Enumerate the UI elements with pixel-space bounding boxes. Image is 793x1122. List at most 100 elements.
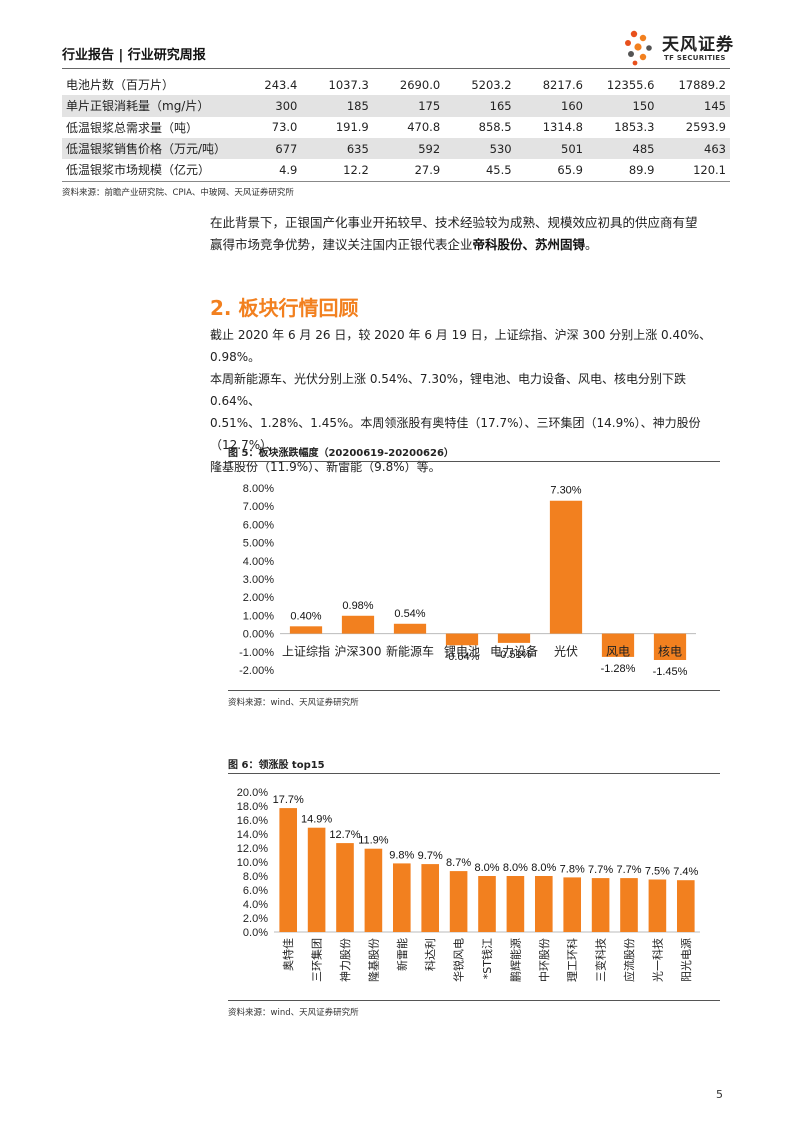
category-label: 神力股份 [338,938,352,982]
category-label: 锂电池 [444,644,480,659]
category-label: 光一科技 [650,938,664,982]
data-label: 0.54% [394,608,425,620]
market-review-line-4: 隆基股份（11.9%）、新雷能（9.8%）等。 [210,460,441,474]
bar [549,500,583,634]
category-label: 光伏 [554,645,578,659]
bar [478,876,496,932]
fig6-title: 图 6：领涨股 top15 [228,760,325,771]
table-source-note: 资料来源：前瞻产业研究院、CPIA、中玻网、天风证券研究所 [62,188,294,198]
data-label: 8.0% [531,862,556,874]
data-label: 14.9% [301,814,332,826]
table-row: 低温银浆销售价格（万元/吨） 677 635 592 530 501 485 463 [62,137,730,160]
table-cell: 27.9 [414,162,441,177]
data-label: -1.45% [653,666,688,678]
category-label: 核电 [658,645,682,659]
bar [620,878,638,932]
category-label: 沪深300 [335,645,382,659]
logo-english-name: TF SECURITIES [664,54,726,62]
header-divider [62,68,730,69]
table-cell: 463 [658,137,730,160]
data-label: 8.0% [474,862,499,874]
table-cell: 89.9 [628,162,655,177]
fig6-source-note: 资料来源：wind、天风证券研究所 [228,1008,359,1018]
table-cell: 300 [230,95,302,117]
fig5-bottom-rule [228,690,720,691]
table-cell: 677 [230,137,302,160]
bar [497,633,531,643]
y-tick-label: 12.0% [237,843,268,855]
bar [653,633,687,660]
y-tick-label: 8.0% [243,871,268,883]
category-label: 鹏辉能源 [508,938,522,982]
category-label: 三变科技 [594,938,608,982]
data-label: 7.4% [673,866,698,878]
data-label: 7.7% [588,864,613,876]
fig5-title: 图 5：板块涨跌幅度（20200619-20200626） [228,448,454,459]
y-tick-label: 7.00% [243,501,274,513]
category-label: 奥特佳 [281,938,295,971]
y-tick-label: 1.00% [243,610,274,622]
category-label: 中环股份 [538,938,551,982]
table-cell: 160 [515,95,587,117]
category-label: 科达利 [423,938,437,971]
category-label: 新能源车 [386,644,434,659]
report-header-title: 行业报告 | 行业研究周报 [62,48,206,63]
tf-securities-logo-icon [625,30,652,66]
table-row-label: 低温银浆销售价格（万元/吨） [62,137,231,160]
fig6-bottom-rule [228,1000,720,1001]
conclusion-line-1: 在此背景下，正银国产化事业开拓较早、技术经验较为成熟、规模效应初具的供应商有望 [210,215,698,230]
y-tick-label: 10.0% [237,857,268,869]
y-tick-label: 18.0% [237,801,268,813]
table-cell: 1314.8 [542,120,583,135]
y-tick-label: 8.00% [243,483,274,495]
y-tick-label: -2.00% [239,665,274,677]
bar [289,626,323,634]
table-row: 低温银浆市场规模（亿元） 4.9 12.2 27.9 45.5 65.9 89.9 120.1 [62,159,730,180]
data-label: -0.64% [445,651,480,663]
bar [449,871,468,932]
table-cell: 45.5 [485,162,512,177]
table-cell: 185 [301,95,373,117]
table-cell: 243.4 [264,77,298,92]
market-review-line-2: 本周新能源车、光伏分别上涨 0.54%、7.30%，锂电池、电力设备、风电、核电… [210,372,687,408]
table-cell: 65.9 [557,162,583,177]
data-label: 12.7% [329,829,360,841]
data-label: 11.9% [358,835,389,847]
bar [364,848,383,932]
y-tick-label: 14.0% [237,829,268,841]
table-cell: 150 [586,95,659,117]
bar [676,880,695,932]
sector-change-chart: 8.00% 7.00% 6.00% 5.00% 4.00% 3.00% 2.00% 1.00%… [239,483,696,678]
data-label: -1.28% [601,663,636,675]
y-tick-label: 4.0% [243,899,268,911]
data-label: 17.7% [273,794,304,806]
y-tick-label: 16.0% [237,815,268,827]
bar [591,878,610,932]
y-tick-label: 6.0% [243,885,268,897]
table-cell: 145 [658,95,730,117]
data-label: 9.7% [418,850,443,862]
table-cell: 1037.3 [328,77,369,92]
y-tick-label: 2.0% [243,913,268,925]
bar [336,843,354,932]
table-cell: 17889.2 [678,77,726,92]
fig5-top-rule [228,461,720,462]
category-label: 理工环科 [565,938,579,982]
y-tick-label: 5.00% [243,538,274,550]
conclusion-line-2: 赢得市场竞争优势，建议关注国内正银代表企业帝科股份、苏州固锝。 [210,234,730,256]
table-cell: 165 [444,95,516,117]
fig5-source-note: 资料来源：wind、天风证券研究所 [228,698,359,708]
table-cell: 530 [444,137,516,160]
bar [341,615,375,634]
bar [648,879,667,932]
table-cell: 12.2 [343,162,369,177]
table-row-label: 单片正银消耗量（mg/片） [62,95,231,117]
y-tick-label: 3.00% [243,574,274,586]
y-tick-label: 4.00% [243,556,274,568]
table-cell: 485 [586,137,659,160]
table-row-label: 低温银浆市场规模（亿元） [66,163,211,178]
category-label: 新雷能 [395,938,409,971]
data-label: 8.0% [503,862,528,874]
market-review-line-3: 0.51%、1.28%、1.45%。本周领涨股有奥特佳（17.7%）、三环集团（… [210,416,701,452]
table-cell: 73.0 [271,120,298,135]
